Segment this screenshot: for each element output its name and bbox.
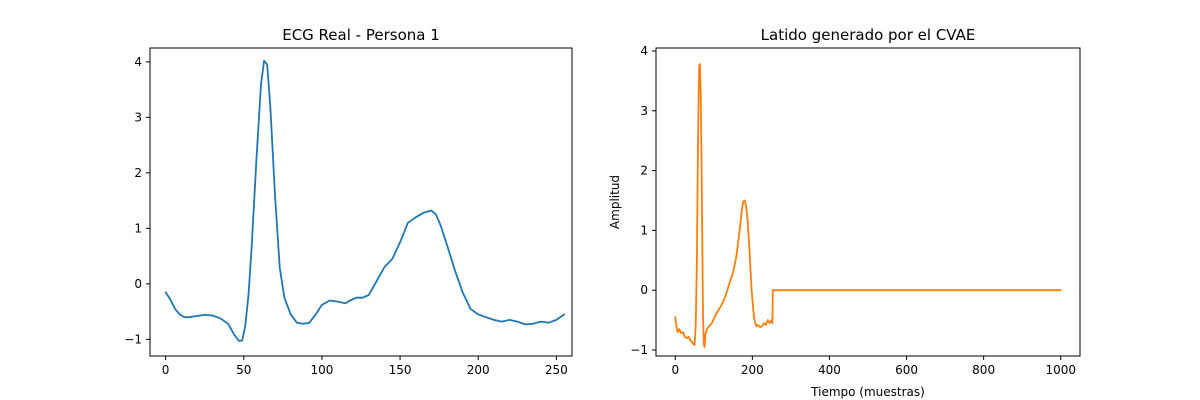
x-tick-label: 1000 <box>1045 363 1076 377</box>
x-tick-label: 0 <box>162 363 170 377</box>
x-tick-label: 100 <box>310 363 333 377</box>
y-tick-label: −1 <box>630 343 648 357</box>
x-tick-label: 200 <box>467 363 490 377</box>
y-tick-label: 1 <box>134 221 142 235</box>
y-tick-label: 3 <box>640 104 648 118</box>
chart-title: ECG Real - Persona 1 <box>282 26 440 44</box>
y-ticks: −1 0 1 2 3 4 <box>630 44 656 357</box>
y-ticks: −1 0 1 2 3 4 <box>124 55 150 346</box>
x-axis-label: Tiempo (muestras) <box>810 385 925 399</box>
plot-area <box>150 48 572 356</box>
x-tick-label: 250 <box>545 363 568 377</box>
series-lines <box>164 59 566 342</box>
series-line <box>674 63 1062 348</box>
x-tick-label: 400 <box>818 363 841 377</box>
plot-frame <box>655 47 1081 357</box>
chart-cvae-beat: Latido generado por el CVAE Tiempo (mues… <box>608 26 1081 399</box>
y-tick-label: 3 <box>134 110 142 124</box>
plot-area <box>656 48 1080 356</box>
series-line <box>164 59 566 342</box>
y-tick-label: 0 <box>640 283 648 297</box>
chart-ecg-real: ECG Real - Persona 1 0 50 100 150 200 250 −1 0… <box>124 26 573 377</box>
x-tick-label: 50 <box>236 363 251 377</box>
x-tick-label: 0 <box>671 363 679 377</box>
x-ticks: 0 50 100 150 200 250 <box>162 356 568 377</box>
y-tick-label: −1 <box>124 332 142 346</box>
y-tick-label: 2 <box>640 164 648 178</box>
plot-frame <box>149 47 573 357</box>
y-tick-label: 4 <box>134 55 142 69</box>
y-tick-label: 4 <box>640 44 648 58</box>
x-tick-label: 600 <box>895 363 918 377</box>
series-lines <box>674 63 1062 348</box>
x-ticks: 0 200 400 600 800 1000 <box>671 356 1076 377</box>
chart-title: Latido generado por el CVAE <box>761 26 976 44</box>
y-tick-label: 2 <box>134 166 142 180</box>
x-tick-label: 150 <box>389 363 412 377</box>
x-tick-label: 800 <box>972 363 995 377</box>
x-tick-label: 200 <box>741 363 764 377</box>
y-axis-label: Amplitud <box>608 175 622 229</box>
y-tick-label: 0 <box>134 277 142 291</box>
y-tick-label: 1 <box>640 223 648 237</box>
